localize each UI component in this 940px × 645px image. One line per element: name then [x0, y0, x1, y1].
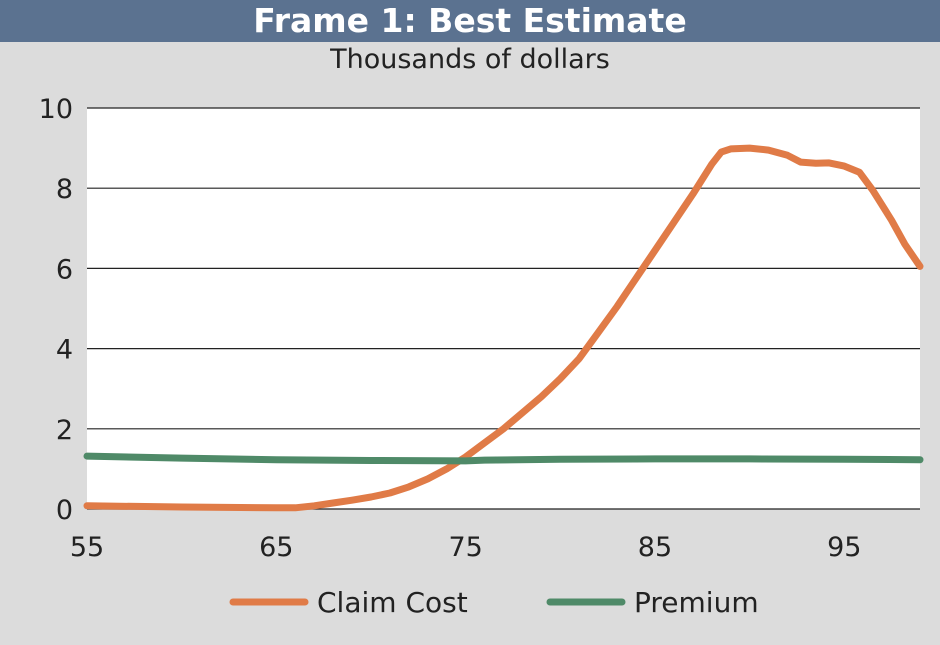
- title-bar: [0, 0, 940, 42]
- x-tick-label: 65: [259, 532, 293, 563]
- legend-label-premium: Premium: [634, 586, 759, 619]
- y-tick-label: 2: [56, 415, 73, 446]
- y-tick-label: 6: [56, 254, 73, 285]
- series-line-claim-cost: [83, 144, 924, 512]
- series-line-premium: [83, 452, 924, 465]
- x-tick-label: 55: [70, 532, 104, 563]
- x-tick-label: 85: [638, 532, 672, 563]
- gridlines: [87, 107, 920, 510]
- x-tick-label: 95: [827, 532, 861, 563]
- chart-title: Frame 1: Best Estimate: [253, 1, 687, 40]
- x-tick-label: 75: [448, 532, 482, 563]
- y-tick-label: 8: [56, 174, 73, 205]
- x-axis-ticks: 55 65 75 85 95: [70, 532, 862, 563]
- legend-label-claim-cost: Claim Cost: [317, 586, 468, 619]
- y-tick-label: 4: [56, 335, 73, 366]
- y-tick-label: 10: [39, 94, 73, 125]
- y-axis-ticks: 0 2 4 6 8 10: [39, 94, 73, 526]
- chart-subtitle: Thousands of dollars: [330, 44, 610, 75]
- plot-area: [87, 108, 920, 509]
- y-tick-label: 0: [56, 495, 73, 526]
- legend: Claim Cost Premium: [229, 586, 759, 619]
- series-lines: [83, 144, 924, 512]
